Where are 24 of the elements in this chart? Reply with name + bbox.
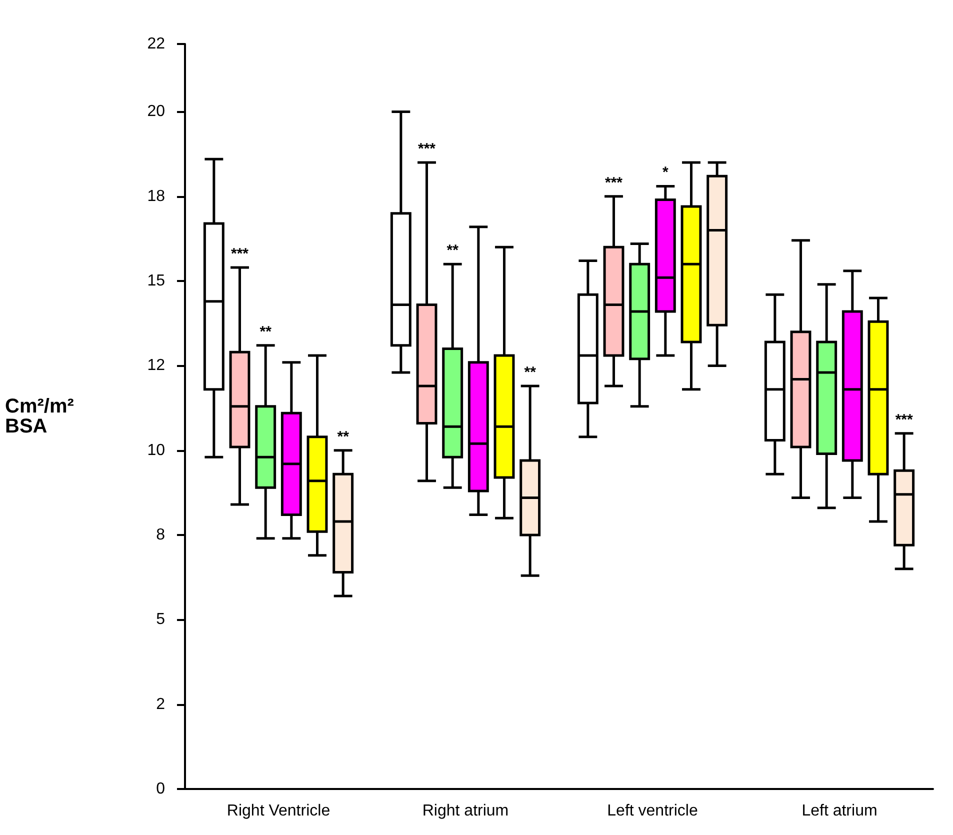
text: *** [230, 246, 249, 262]
x-tick-label: Left ventricle [607, 802, 698, 820]
y-tick-label: 20 [147, 103, 166, 120]
y-tick-label: 12 [147, 357, 166, 374]
text: ** [446, 242, 458, 260]
y-tick-label: 5 [156, 611, 166, 628]
y-tick-label: 22 [147, 36, 166, 52]
text: *** [418, 140, 436, 158]
text: *** [604, 174, 623, 192]
x-tick-label: Right atrium [422, 802, 509, 820]
y-tick-label: 0 [156, 780, 166, 798]
text: ** [337, 428, 349, 446]
text: * [662, 164, 668, 182]
y-tick-label: 15 [147, 272, 166, 290]
y-tick-label: 10 [147, 442, 166, 459]
text: ** [260, 323, 272, 340]
y-tick-label: 18 [147, 188, 166, 205]
x-tick-label: Right Ventricle [226, 802, 330, 820]
text: *** [895, 411, 913, 428]
y-tick-label: 2 [156, 696, 166, 713]
y-axis-title: Cm²/m² BSA [5, 396, 74, 438]
x-tick-label: Left atrium [802, 802, 878, 820]
y-tick-label: 8 [156, 526, 166, 544]
text: ** [524, 364, 536, 382]
